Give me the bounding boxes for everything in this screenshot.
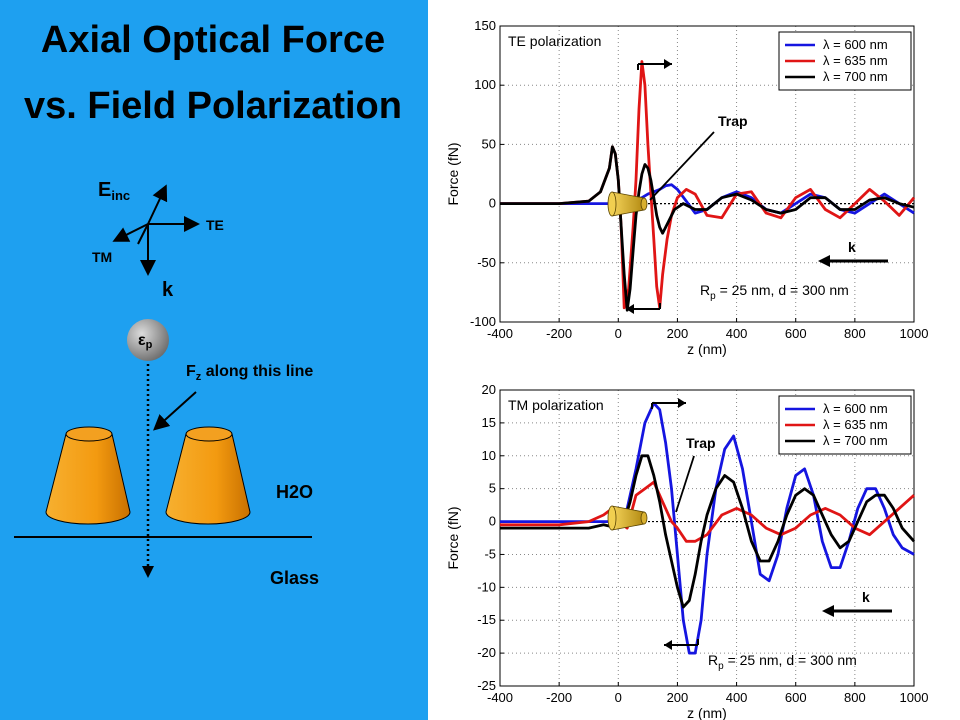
x-tick-label: 1000 (900, 326, 929, 341)
legend-label: λ = 700 nm (823, 69, 888, 84)
x-tick-label: 200 (667, 326, 689, 341)
series-line-red (500, 60, 916, 310)
y-tick-label: 5 (489, 481, 496, 496)
k-arrow-head (822, 605, 834, 617)
x-tick-label: 0 (615, 690, 622, 705)
left-panel (0, 0, 428, 720)
te-force-chart: -400 -200 0 200 400 600 800 1000 -100 -50 0 50 100 15… (445, 18, 928, 357)
k-label: k (848, 239, 856, 255)
y-tick-label: 100 (474, 77, 496, 92)
particle-sphere (127, 319, 169, 361)
params-label: Rp = 25 nm, d = 300 nm (708, 652, 857, 672)
x-tick-label: 1000 (900, 690, 929, 705)
y-tick-label: 10 (482, 448, 496, 463)
y-tick-label: -20 (477, 645, 496, 660)
particle-label: εp (138, 332, 153, 351)
y-tick-label: 20 (482, 382, 496, 397)
k-arrow-head (818, 255, 830, 267)
legend-label: λ = 700 nm (823, 433, 888, 448)
x-tick-label: 800 (844, 326, 866, 341)
chart-title: TM polarization (508, 397, 604, 413)
chart-title: TE polarization (508, 33, 601, 49)
aperture-cone-tip (640, 511, 648, 525)
trap-label: Trap (718, 113, 748, 129)
x-tick-label: 0 (615, 326, 622, 341)
y-axis-label: Force (fN) (445, 143, 461, 206)
h2o-label: H2O (276, 482, 313, 502)
params-label: Rp = 25 nm, d = 300 nm (700, 282, 849, 302)
aperture-cone-rim (607, 505, 617, 531)
title-line-1: Axial Optical Force (41, 19, 385, 61)
y-tick-label: -25 (477, 678, 496, 693)
fz-pointer-arrow (153, 391, 197, 431)
series-line-black (500, 454, 916, 609)
z-axis-arrowhead (142, 566, 154, 578)
legend-label: λ = 600 nm (823, 37, 888, 52)
y-axis-label: Force (fN) (445, 507, 461, 570)
y-tick-label: -15 (477, 612, 496, 627)
glass-label: Glass (270, 568, 319, 588)
trap-label: Trap (686, 435, 716, 451)
x-tick-label: -400 (487, 690, 513, 705)
y-tick-label: 15 (482, 415, 496, 430)
peak-marker-head (664, 59, 672, 69)
y-tick-label: -10 (477, 579, 496, 594)
fz-label: Fz along this line (186, 363, 313, 383)
x-tick-label: 600 (785, 690, 807, 705)
x-tick-label: 600 (785, 326, 807, 341)
x-tick-label: 400 (726, 326, 748, 341)
title-line-2: vs. Field Polarization (24, 85, 402, 127)
polarization-schematic: Einc TE TM k (92, 179, 224, 301)
series-line-blue (500, 401, 915, 655)
y-tick-label: -5 (484, 546, 496, 561)
aperture-cone-icon (611, 505, 645, 531)
trap-pointer-line (675, 455, 695, 513)
legend-label: λ = 635 nm (823, 417, 888, 432)
k-label: k (862, 589, 870, 605)
y-tick-label: 150 (474, 18, 496, 33)
x-tick-label: -400 (487, 326, 513, 341)
e-inc-label: Einc (98, 179, 130, 203)
aperture-cone-rim (607, 191, 617, 217)
peak-marker-head (678, 398, 686, 408)
right-panel (428, 0, 960, 720)
y-tick-label: -100 (470, 314, 496, 329)
tm-force-chart: -400 -200 0 200 400 600 800 1000 -25 -20 -15 -10 -5 0… (445, 382, 928, 720)
plot-frame (499, 389, 915, 687)
x-tick-label: 400 (726, 690, 748, 705)
peak-marker-head (626, 304, 634, 314)
peak-marker-head (664, 640, 672, 650)
plot-frame (499, 25, 915, 323)
x-tick-label: 800 (844, 690, 866, 705)
y-tick-label: 0 (489, 514, 496, 529)
aperture-right (165, 426, 251, 525)
legend-label: λ = 635 nm (823, 53, 888, 68)
x-axis-label: z (nm) (687, 705, 727, 720)
aperture-cone-tip (640, 197, 648, 211)
x-tick-label: -200 (546, 326, 572, 341)
y-tick-label: 0 (489, 196, 496, 211)
y-tick-label: -50 (477, 255, 496, 270)
x-tick-label: -200 (546, 690, 572, 705)
legend-label: λ = 600 nm (823, 401, 888, 416)
te-label: TE (206, 217, 224, 233)
series-line-black (500, 145, 915, 312)
x-axis-label: z (nm) (687, 341, 727, 357)
tm-label: TM (92, 249, 112, 265)
e-field-arrow (147, 184, 168, 225)
y-tick-label: 50 (482, 136, 496, 151)
aperture-left (45, 426, 131, 525)
x-tick-label: 200 (667, 690, 689, 705)
trap-pointer-line (649, 131, 715, 201)
tm-arrow (112, 223, 149, 242)
k-label-schematic: k (162, 279, 174, 301)
e-field-tail (137, 223, 149, 245)
